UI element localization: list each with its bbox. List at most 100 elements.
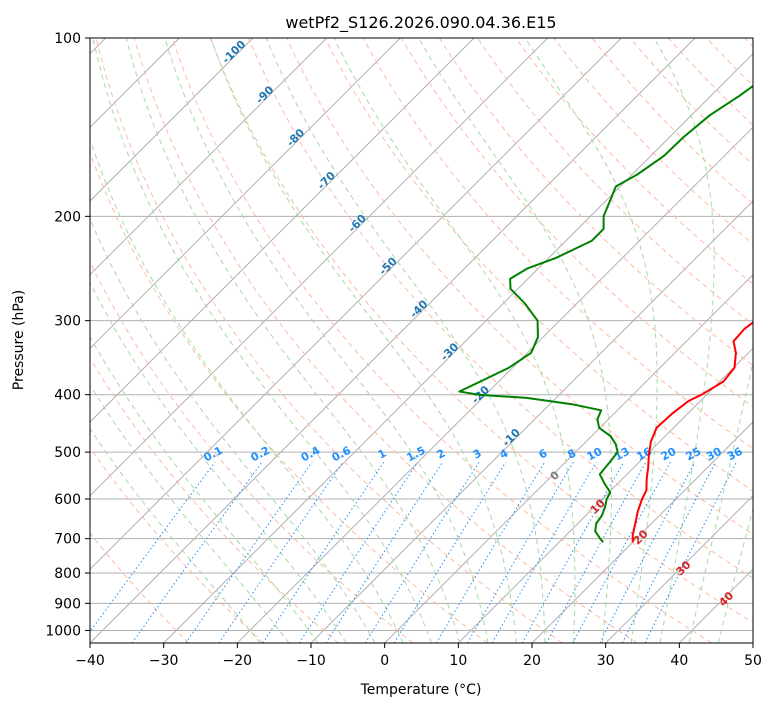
mixing-ratio-label: 8 <box>565 447 578 462</box>
dry-adiabat-label: 30 <box>673 558 693 578</box>
mixing-ratio-label: 20 <box>659 445 679 464</box>
dry-adiabat-line <box>478 38 775 643</box>
y-tick-label: 400 <box>54 388 81 404</box>
mixing-ratio-label: 3 <box>471 447 484 462</box>
mixing-ratio-label: 10 <box>585 445 605 464</box>
mixing-ratio-line <box>436 462 544 643</box>
dry-adiabat-line <box>96 38 562 643</box>
isotherm-label: -70 <box>315 169 338 192</box>
x-tick-label: −10 <box>296 653 326 669</box>
mixing-ratio-line <box>365 462 479 643</box>
mixing-ratio-line <box>600 462 695 643</box>
isotherm-line <box>164 38 769 643</box>
moist-adiabat-line <box>525 38 657 643</box>
y-tick-label: 200 <box>54 209 81 225</box>
x-tick-label: −20 <box>223 653 253 669</box>
isotherm-line <box>0 38 327 643</box>
dry-adiabat-line <box>134 38 637 643</box>
moist-adiabat-line <box>38 38 375 643</box>
dry-adiabat-line <box>0 38 338 643</box>
chart-title: wetPf2_S126.2026.090.04.36.E15 <box>285 13 556 33</box>
mixing-ratio-line <box>326 462 443 643</box>
moist-adiabat-line <box>165 38 488 643</box>
y-tick-label: 100 <box>54 31 81 47</box>
isotherm-line <box>0 38 400 643</box>
moist-adiabat-line <box>0 38 318 643</box>
dry-adiabat-line <box>0 38 189 643</box>
y-tick-label: 300 <box>54 314 81 330</box>
isotherm-line <box>16 38 621 643</box>
mixing-ratio-label: 16 <box>634 445 654 464</box>
y-tick-label: 500 <box>54 445 81 461</box>
mixing-ratio-line <box>394 462 506 643</box>
y-tick-label: 1000 <box>45 623 81 639</box>
mixing-ratio-label: 0.6 <box>330 444 354 465</box>
dewpoint-profile <box>459 38 775 542</box>
mixing-ratio-line <box>132 462 262 643</box>
isotherm-label: -10 <box>500 426 523 449</box>
moist-adiabat-line <box>0 38 260 643</box>
dry-adiabat-label: 0 <box>548 468 563 483</box>
isotherm-line <box>532 38 775 643</box>
x-tick-label: −30 <box>149 653 179 669</box>
isotherm-label: -60 <box>346 212 369 235</box>
isotherm-label: -80 <box>284 126 307 149</box>
mixing-ratio-label: 30 <box>704 445 724 464</box>
dry-adiabat-line <box>707 38 775 643</box>
y-tick-label: 700 <box>54 532 81 548</box>
mixing-ratio-label: 0.4 <box>299 444 323 465</box>
moist-adiabat-line <box>689 38 775 643</box>
y-tick-label: 800 <box>54 566 81 582</box>
isotherm-label: -50 <box>376 254 399 277</box>
mixing-ratio-label: 25 <box>684 445 704 464</box>
x-tick-label: −40 <box>75 653 105 669</box>
mixing-ratio-label: 2 <box>435 447 448 462</box>
moist-adiabat-line <box>419 38 612 643</box>
dry-adiabat-line <box>0 38 264 643</box>
dry-adiabat-line <box>516 38 775 643</box>
dry-adiabat-line <box>592 38 775 643</box>
y-axis-label: Pressure (hPa) <box>11 290 27 390</box>
isotherm-label: -90 <box>253 83 276 106</box>
x-tick-label: 30 <box>597 653 615 669</box>
mixing-ratio-line <box>622 462 715 643</box>
moist-adiabat-line <box>718 38 775 643</box>
mixing-ratio-line <box>645 462 736 643</box>
isotherm-line <box>458 38 775 643</box>
y-tick-label: 900 <box>54 596 81 612</box>
isotherm-line <box>311 38 775 643</box>
isotherm-line <box>90 38 695 643</box>
moist-adiabat-line <box>64 38 403 643</box>
dry-adiabat-line <box>58 38 488 643</box>
x-tick-label: 10 <box>449 653 467 669</box>
mixing-ratio-label: 1.5 <box>404 444 427 465</box>
x-tick-label: 50 <box>744 653 762 669</box>
mixing-ratio-line <box>573 462 670 643</box>
x-tick-label: 0 <box>380 653 389 669</box>
moist-adiabat-line <box>93 38 431 643</box>
dry-adiabat-line <box>20 38 413 643</box>
moist-adiabat-line <box>654 38 714 643</box>
mixing-ratio-label: 6 <box>537 446 550 461</box>
isotherm-label: -100 <box>220 37 249 66</box>
mixing-ratio-line <box>186 462 312 643</box>
isotherm-line <box>753 38 775 643</box>
dry-adiabat-label: 40 <box>716 589 736 609</box>
x-axis: −40 −30 −20 −10 0 10 20 30 40 50 <box>75 643 762 669</box>
plot-area: -100-90-80-70-60-50-40-30-20-10010203040… <box>0 37 775 643</box>
isotherm-line <box>0 38 474 643</box>
moist-adiabat-line <box>211 38 517 643</box>
mixing-ratio-label: 1 <box>376 447 389 462</box>
x-tick-label: 20 <box>523 653 541 669</box>
dry-adiabat-line <box>668 38 775 643</box>
isotherm-label: -30 <box>438 340 461 363</box>
temperature-profile <box>633 38 775 542</box>
mixing-ratio-line <box>82 462 215 643</box>
x-tick-label: 40 <box>670 653 688 669</box>
dry-adiabat-line <box>745 38 775 643</box>
isotherm-line <box>385 38 775 643</box>
x-axis-label: Temperature (°C) <box>360 682 482 698</box>
